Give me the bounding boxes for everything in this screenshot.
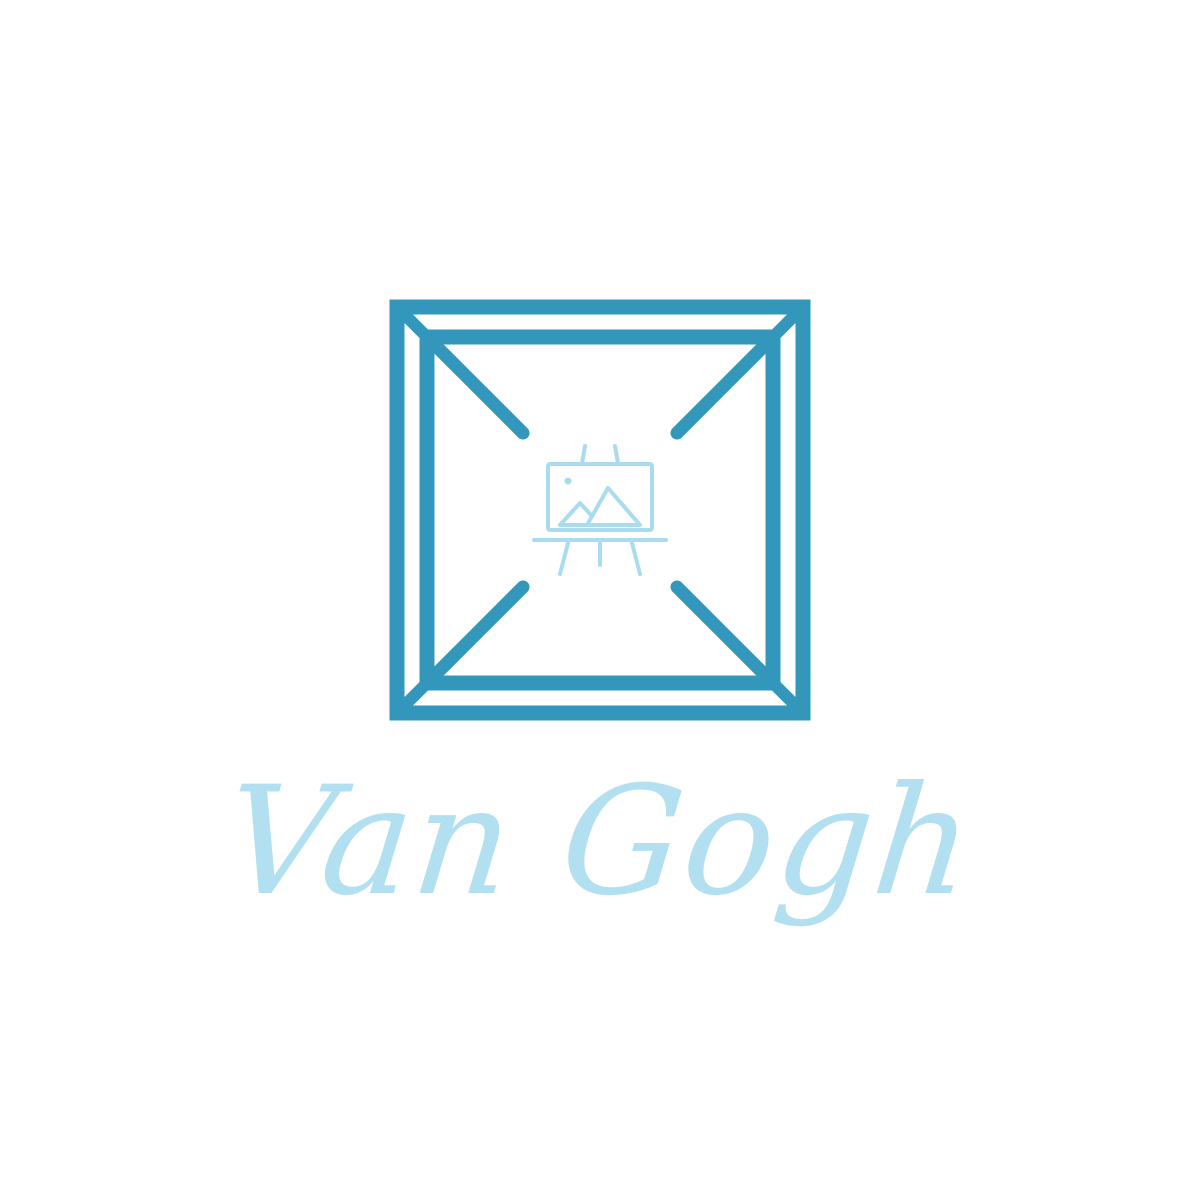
frame-inner <box>419 329 781 691</box>
brand-name: Van Gogh <box>217 755 983 929</box>
picture-frame-icon <box>389 299 811 721</box>
canvas-board <box>546 462 654 532</box>
mountains-icon <box>558 486 642 527</box>
frame-corner-bevels <box>395 305 805 715</box>
easel-painting-icon <box>532 444 668 576</box>
perspective-rays <box>423 333 777 687</box>
sun-dot-icon <box>564 477 572 485</box>
frame-outer <box>389 299 811 721</box>
